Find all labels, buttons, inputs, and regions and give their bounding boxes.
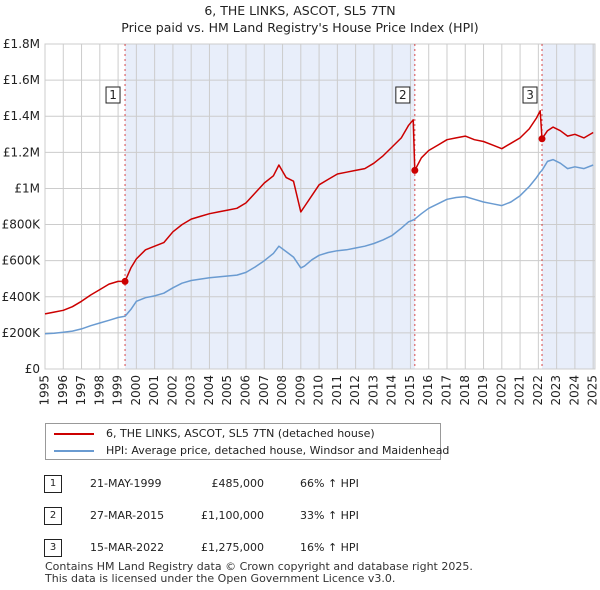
sale-row: 3 15-MAR-2022 £1,275,000 16% ↑ HPI bbox=[42, 538, 442, 558]
legend-swatch-property bbox=[54, 433, 94, 435]
x-tick-label: 2011 bbox=[330, 375, 344, 406]
x-tick-label: 2025 bbox=[586, 375, 600, 406]
x-tick-label: 1998 bbox=[92, 375, 106, 406]
sale-label-box bbox=[395, 86, 411, 104]
y-tick-label: £600K bbox=[2, 254, 42, 268]
sale-markers: 1 2 3 bbox=[105, 86, 546, 285]
sale-label-box bbox=[105, 86, 121, 104]
y-tick-label: £1.2M bbox=[3, 145, 40, 159]
x-tick-label: 2022 bbox=[531, 375, 545, 406]
chart-title-line2: Price paid vs. HM Land Registry's House … bbox=[121, 20, 479, 35]
sale-row: 2 27-MAR-2015 £1,100,000 33% ↑ HPI bbox=[42, 506, 442, 526]
x-tick-label: 2012 bbox=[348, 375, 362, 406]
y-tick-label: £1.4M bbox=[3, 109, 40, 123]
x-tick-label: 2005 bbox=[220, 375, 234, 406]
y-tick-label: £0 bbox=[25, 362, 40, 376]
sale-number-badge: 3 bbox=[44, 539, 62, 557]
x-tick-label: 2009 bbox=[293, 375, 307, 406]
sale-row: 1 21-MAY-1999 £485,000 66% ↑ HPI bbox=[42, 474, 442, 494]
footer-attribution: Contains HM Land Registry data © Crown c… bbox=[45, 561, 473, 584]
ownership-shading bbox=[45, 44, 595, 369]
x-tick-label: 2008 bbox=[275, 375, 289, 406]
y-tick-label: £800K bbox=[2, 218, 42, 232]
x-tick-label: 2023 bbox=[549, 375, 563, 406]
sale-date-lines bbox=[124, 44, 543, 369]
x-tick-label: 2021 bbox=[513, 375, 527, 406]
x-tick-label: 1999 bbox=[111, 375, 125, 406]
sale-hpi-diff: 66% ↑ HPI bbox=[300, 477, 359, 490]
sale-date: 21-MAY-1999 bbox=[90, 477, 162, 490]
x-tick-label: 1996 bbox=[56, 375, 70, 406]
sale-number-badge: 2 bbox=[44, 507, 62, 525]
x-tick-label: 2015 bbox=[403, 375, 417, 406]
legend-swatch-hpi bbox=[54, 450, 94, 452]
x-tick-label: 2020 bbox=[494, 375, 508, 406]
x-tick-label: 2006 bbox=[238, 375, 252, 406]
x-tick-label: 2001 bbox=[147, 375, 161, 406]
x-tick-label: 2017 bbox=[439, 375, 453, 406]
x-axis-labels: 1995 1996 1997 1998 1999 2000 2001 2002 2003 2004… bbox=[38, 375, 600, 406]
x-tick-label: 1997 bbox=[74, 375, 88, 406]
x-tick-label: 2024 bbox=[567, 375, 581, 406]
y-tick-label: £1.8M bbox=[3, 37, 40, 51]
series-line bbox=[44, 158, 594, 335]
x-tick-label: 2014 bbox=[385, 375, 399, 406]
sale-label-number: 3 bbox=[526, 88, 534, 102]
chart-title-line1: 6, THE LINKS, ASCOT, SL5 7TN bbox=[204, 3, 396, 18]
series-line bbox=[44, 110, 594, 315]
sale-number-badge: 1 bbox=[44, 475, 62, 493]
y-axis-labels: £0 £200K £400K £600K £800K £1M £1.2M £1.4M £1.6M… bbox=[2, 37, 42, 376]
x-tick-label: 2018 bbox=[458, 375, 472, 406]
sale-point bbox=[411, 166, 419, 174]
chart-title: 6, THE LINKS, ASCOT, SL5 7TN Price paid … bbox=[0, 2, 600, 36]
x-tick-label: 2010 bbox=[312, 375, 326, 406]
x-tick-label: 1995 bbox=[38, 375, 52, 406]
sale-point bbox=[538, 135, 546, 143]
sale-label-number: 1 bbox=[109, 88, 117, 102]
sale-label-number: 2 bbox=[399, 88, 407, 102]
legend-label-hpi: HPI: Average price, detached house, Wind… bbox=[106, 444, 450, 457]
sale-date: 15-MAR-2022 bbox=[90, 541, 165, 554]
y-tick-label: £200K bbox=[2, 326, 42, 340]
x-tick-label: 2013 bbox=[366, 375, 380, 406]
x-tick-label: 2003 bbox=[184, 375, 198, 406]
footer-line2: This data is licensed under the Open Gov… bbox=[45, 571, 396, 585]
sale-label-box bbox=[522, 86, 538, 104]
y-tick-label: £1M bbox=[14, 181, 40, 195]
footer-line1: Contains HM Land Registry data © Crown c… bbox=[45, 560, 473, 573]
x-tick-label: 2019 bbox=[476, 375, 490, 406]
sale-date: 27-MAR-2015 bbox=[90, 509, 165, 522]
ownership-period-band bbox=[125, 44, 415, 369]
x-tick-label: 2016 bbox=[421, 375, 435, 406]
sale-price: £1,275,000 bbox=[201, 541, 264, 554]
legend: 6, THE LINKS, ASCOT, SL5 7TN (detached h… bbox=[45, 423, 449, 460]
x-tick-label: 2000 bbox=[129, 375, 143, 406]
x-tick-label: 2002 bbox=[165, 375, 179, 406]
series-lines bbox=[44, 110, 594, 335]
sale-hpi-diff: 33% ↑ HPI bbox=[300, 509, 359, 522]
grid-lines bbox=[44, 43, 595, 370]
legend-label-property: 6, THE LINKS, ASCOT, SL5 7TN (detached h… bbox=[106, 427, 375, 440]
x-tick-label: 2004 bbox=[202, 375, 216, 406]
sale-hpi-diff: 16% ↑ HPI bbox=[300, 541, 359, 554]
sale-point bbox=[121, 277, 129, 285]
plot-frame bbox=[44, 43, 596, 370]
sale-price: £1,100,000 bbox=[201, 509, 264, 522]
ownership-period-band bbox=[542, 44, 595, 369]
x-tick-label: 2007 bbox=[257, 375, 271, 406]
y-tick-label: £1.6M bbox=[3, 73, 40, 87]
y-tick-label: £400K bbox=[2, 290, 42, 304]
sale-price: £485,000 bbox=[211, 477, 265, 490]
